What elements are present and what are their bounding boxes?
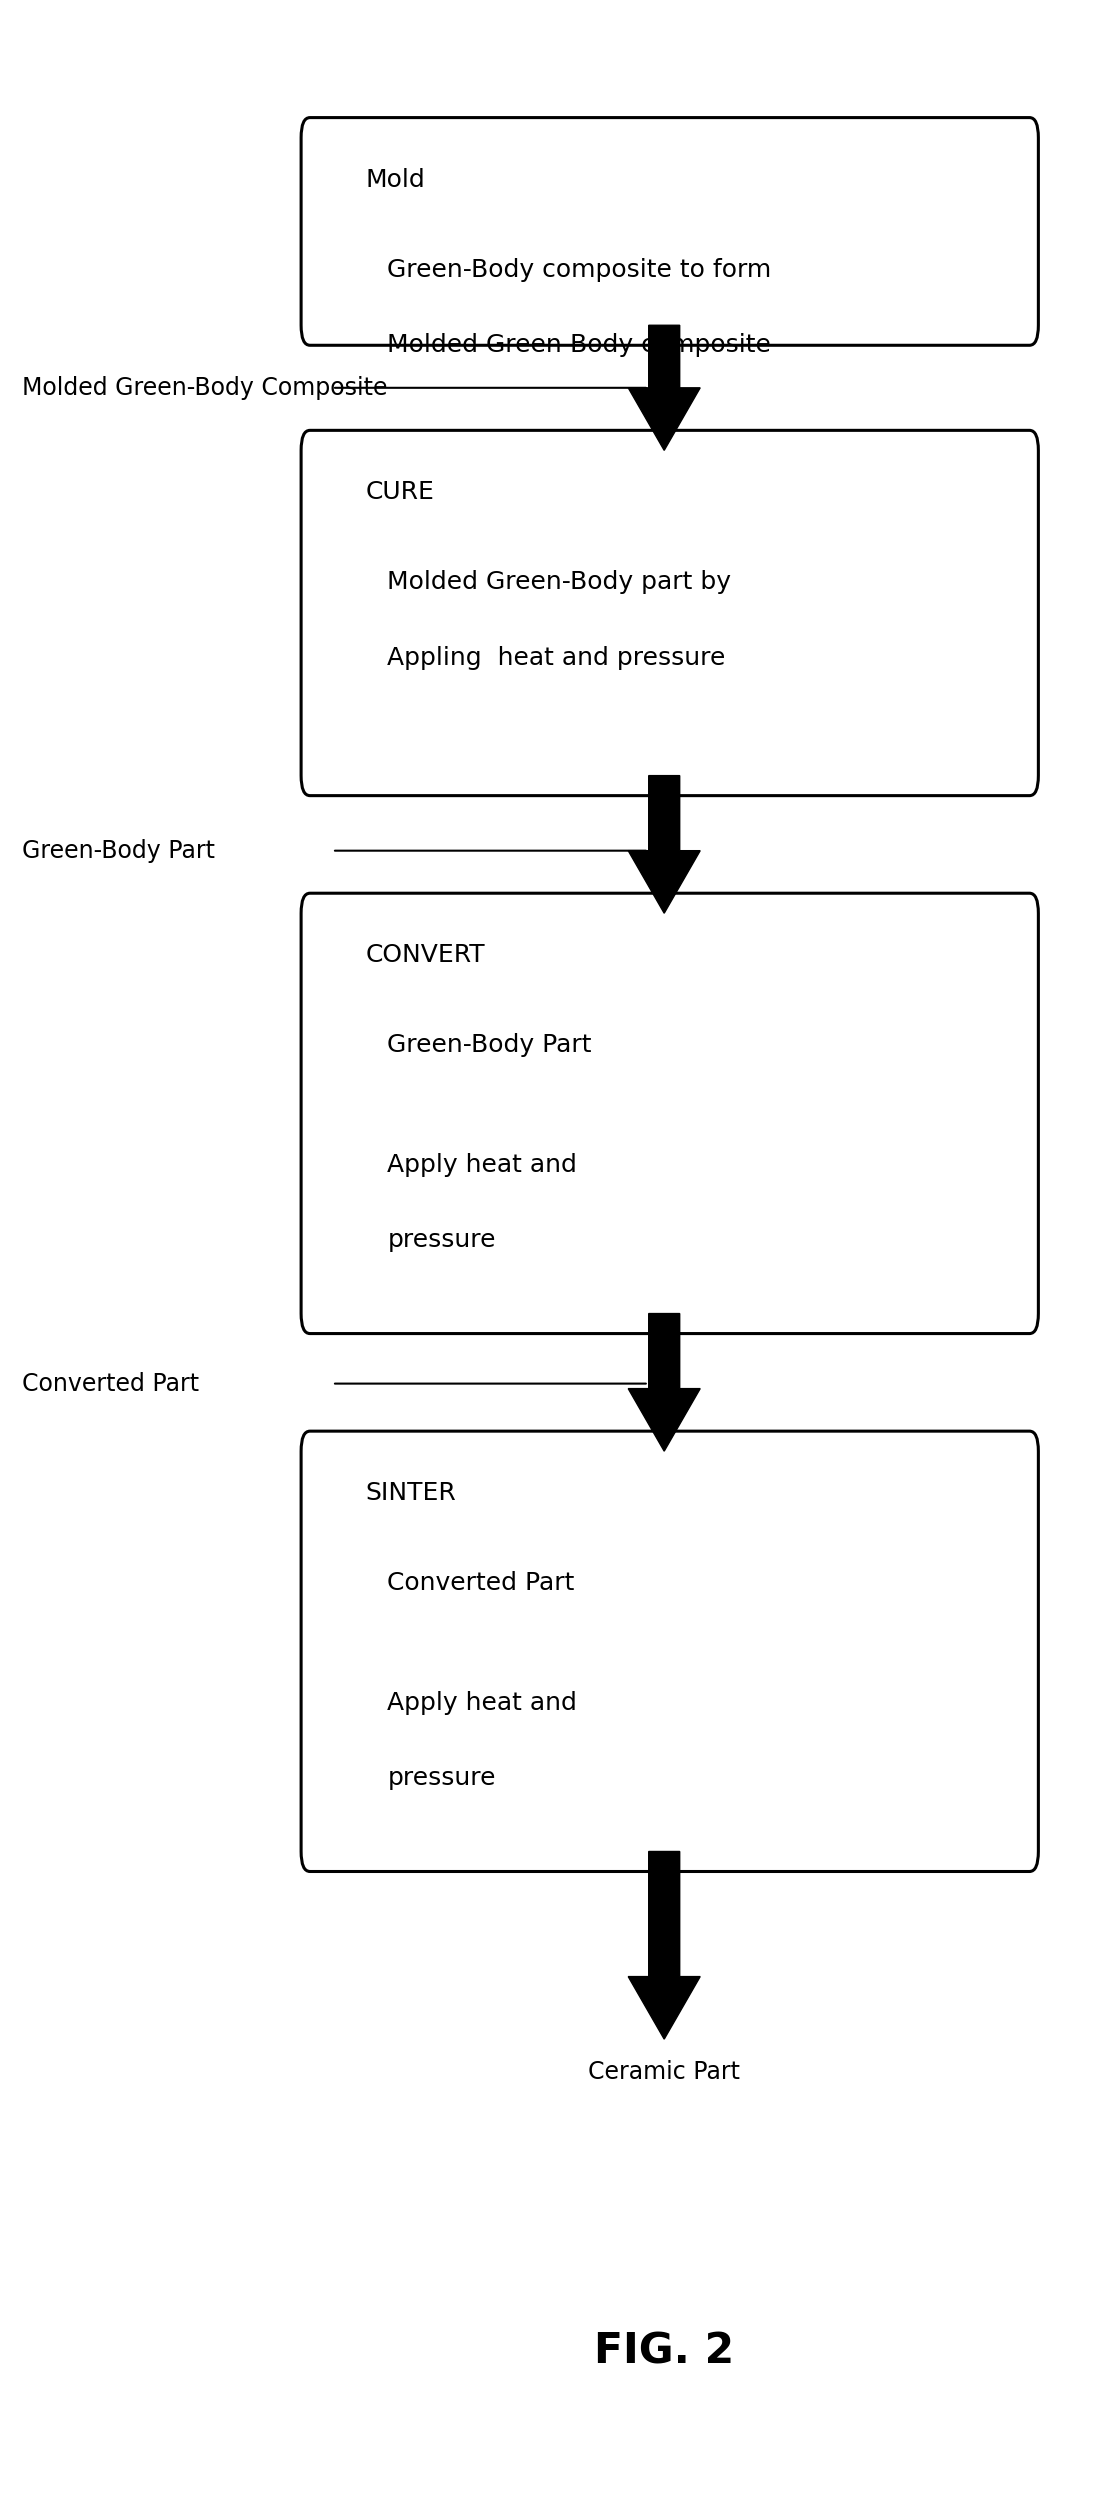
Text: Mold: Mold <box>365 168 425 193</box>
Text: Green-Body Part: Green-Body Part <box>387 1033 592 1058</box>
Text: CONVERT: CONVERT <box>365 943 485 968</box>
Text: Molded Green-Body Composite: Molded Green-Body Composite <box>22 375 387 400</box>
FancyBboxPatch shape <box>301 1431 1038 1871</box>
FancyBboxPatch shape <box>301 893 1038 1334</box>
Text: pressure: pressure <box>387 1228 496 1254</box>
Polygon shape <box>628 1314 700 1451</box>
Text: Green-Body Part: Green-Body Part <box>22 838 215 863</box>
Text: Apply heat and: Apply heat and <box>387 1153 578 1178</box>
Text: Converted Part: Converted Part <box>387 1571 575 1596</box>
Text: Apply heat and: Apply heat and <box>387 1691 578 1716</box>
Text: Molded Green-Body part by: Molded Green-Body part by <box>387 570 732 595</box>
Text: Green-Body composite to form: Green-Body composite to form <box>387 258 772 283</box>
Text: Appling  heat and pressure: Appling heat and pressure <box>387 646 726 671</box>
Polygon shape <box>628 776 700 913</box>
Text: pressure: pressure <box>387 1766 496 1791</box>
Text: Molded Green-Body composite: Molded Green-Body composite <box>387 333 772 358</box>
Text: SINTER: SINTER <box>365 1481 456 1506</box>
Polygon shape <box>628 1851 700 2039</box>
Polygon shape <box>628 325 700 450</box>
FancyBboxPatch shape <box>301 118 1038 345</box>
Text: FIG. 2: FIG. 2 <box>594 2332 734 2372</box>
Text: CURE: CURE <box>365 480 434 505</box>
Text: Converted Part: Converted Part <box>22 1371 199 1396</box>
FancyBboxPatch shape <box>301 430 1038 796</box>
Text: Ceramic Part: Ceramic Part <box>588 2059 741 2084</box>
